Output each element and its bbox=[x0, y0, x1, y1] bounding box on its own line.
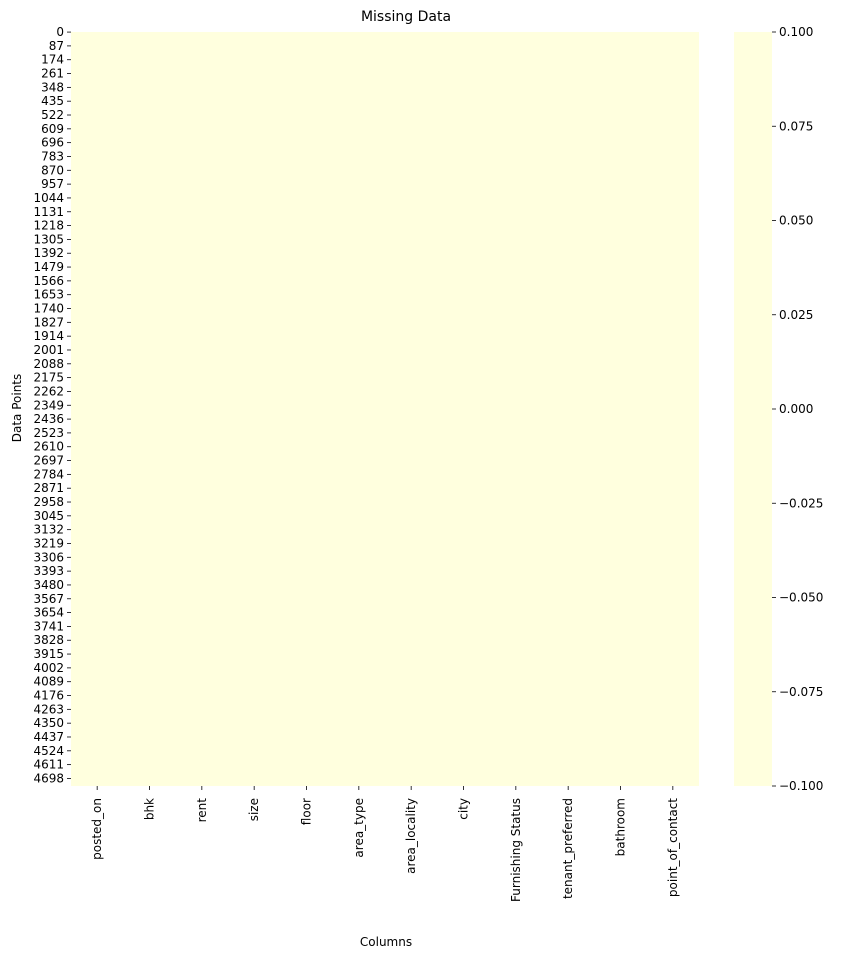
y-tick-label: 2262 bbox=[33, 384, 64, 398]
y-axis-label: Data Points bbox=[10, 374, 24, 443]
x-tick-label: bathroom bbox=[614, 798, 628, 856]
y-tick-label: 2610 bbox=[33, 440, 64, 454]
y-tick-label: 2523 bbox=[33, 426, 64, 440]
colorbar-ticks: 0.100 0.075 0.050 0.025 0.000 −0.025 −0.050 −0.… bbox=[772, 25, 823, 793]
x-tick-label: tenant_preferred bbox=[561, 798, 575, 899]
y-tick-label: 174 bbox=[41, 53, 64, 67]
y-tick-label: 2436 bbox=[33, 412, 64, 426]
y-tick-label: 1740 bbox=[33, 302, 64, 316]
y-tick-label: 4698 bbox=[33, 771, 64, 785]
y-axis-ticks: 0871742613484355226096967838709571044113… bbox=[33, 25, 71, 785]
y-tick-label: 4089 bbox=[33, 675, 64, 689]
colorbar-tick-label: −0.050 bbox=[779, 591, 823, 605]
y-tick-label: 3741 bbox=[33, 619, 64, 633]
x-tick-label: rent bbox=[195, 798, 209, 823]
y-tick-label: 3393 bbox=[33, 564, 64, 578]
y-tick-label: 3045 bbox=[33, 509, 64, 523]
y-tick-label: 1392 bbox=[33, 246, 64, 260]
y-tick-label: 3567 bbox=[33, 592, 64, 606]
y-tick-label: 2349 bbox=[33, 398, 64, 412]
y-tick-label: 87 bbox=[49, 39, 64, 53]
y-tick-label: 522 bbox=[41, 108, 64, 122]
colorbar-tick-label: 0.100 bbox=[779, 25, 813, 39]
x-tick-label: posted_on bbox=[90, 798, 104, 860]
y-tick-label: 0 bbox=[56, 25, 64, 39]
y-tick-label: 3915 bbox=[33, 647, 64, 661]
y-tick-label: 3132 bbox=[33, 523, 64, 537]
y-tick-label: 2001 bbox=[33, 343, 64, 357]
y-tick-label: 4176 bbox=[33, 689, 64, 703]
y-tick-label: 348 bbox=[41, 80, 64, 94]
y-tick-label: 1044 bbox=[33, 191, 64, 205]
colorbar-tick-label: −0.025 bbox=[779, 496, 823, 510]
y-tick-label: 4263 bbox=[33, 702, 64, 716]
x-tick-label: size bbox=[247, 798, 261, 821]
y-tick-label: 696 bbox=[41, 136, 64, 150]
x-tick-label: bhk bbox=[143, 798, 157, 820]
y-tick-label: 957 bbox=[41, 177, 64, 191]
y-tick-label: 1131 bbox=[33, 205, 64, 219]
y-tick-label: 2871 bbox=[33, 481, 64, 495]
x-tick-label: area_type bbox=[352, 798, 366, 858]
x-tick-label: Furnishing Status bbox=[509, 798, 523, 902]
y-tick-label: 2958 bbox=[33, 495, 64, 509]
y-tick-label: 3219 bbox=[33, 536, 64, 550]
y-tick-label: 609 bbox=[41, 122, 64, 136]
y-tick-label: 1566 bbox=[33, 274, 64, 288]
y-tick-label: 870 bbox=[41, 163, 64, 177]
y-tick-label: 3306 bbox=[33, 550, 64, 564]
y-tick-label: 4002 bbox=[33, 661, 64, 675]
colorbar-tick-label: 0.000 bbox=[779, 402, 813, 416]
y-tick-label: 783 bbox=[41, 149, 64, 163]
colorbar-tick-label: 0.050 bbox=[779, 214, 813, 228]
y-tick-label: 3654 bbox=[33, 606, 64, 620]
x-tick-label: city bbox=[457, 798, 471, 820]
y-tick-label: 1479 bbox=[33, 260, 64, 274]
y-tick-label: 4611 bbox=[33, 758, 64, 772]
colorbar-tick-label: −0.100 bbox=[779, 779, 823, 793]
y-tick-label: 3480 bbox=[33, 578, 64, 592]
y-tick-label: 4350 bbox=[33, 716, 64, 730]
colorbar bbox=[734, 32, 772, 786]
y-tick-label: 2175 bbox=[33, 371, 64, 385]
heatmap-body bbox=[71, 32, 699, 786]
x-tick-label: floor bbox=[300, 798, 314, 825]
y-tick-label: 2784 bbox=[33, 467, 64, 481]
y-tick-label: 4524 bbox=[33, 744, 64, 758]
x-tick-label: point_of_contact bbox=[666, 798, 680, 897]
x-axis-label: Columns bbox=[360, 935, 412, 949]
x-tick-label: area_locality bbox=[404, 798, 418, 874]
y-tick-label: 1653 bbox=[33, 288, 64, 302]
y-tick-label: 3828 bbox=[33, 633, 64, 647]
y-tick-label: 2697 bbox=[33, 454, 64, 468]
y-tick-label: 1827 bbox=[33, 315, 64, 329]
x-axis-ticks: posted_on bhk rent size floor area_type area_l… bbox=[90, 786, 680, 902]
colorbar-tick-label: −0.075 bbox=[779, 685, 823, 699]
y-tick-label: 1218 bbox=[33, 219, 64, 233]
y-tick-label: 261 bbox=[41, 67, 64, 81]
colorbar-tick-label: 0.075 bbox=[779, 119, 813, 133]
y-tick-label: 1305 bbox=[33, 232, 64, 246]
y-tick-label: 435 bbox=[41, 94, 64, 108]
y-tick-label: 1914 bbox=[33, 329, 64, 343]
chart-title: Missing Data bbox=[361, 9, 451, 25]
colorbar-tick-label: 0.025 bbox=[779, 308, 813, 322]
y-tick-label: 2088 bbox=[33, 357, 64, 371]
y-tick-label: 4437 bbox=[33, 730, 64, 744]
